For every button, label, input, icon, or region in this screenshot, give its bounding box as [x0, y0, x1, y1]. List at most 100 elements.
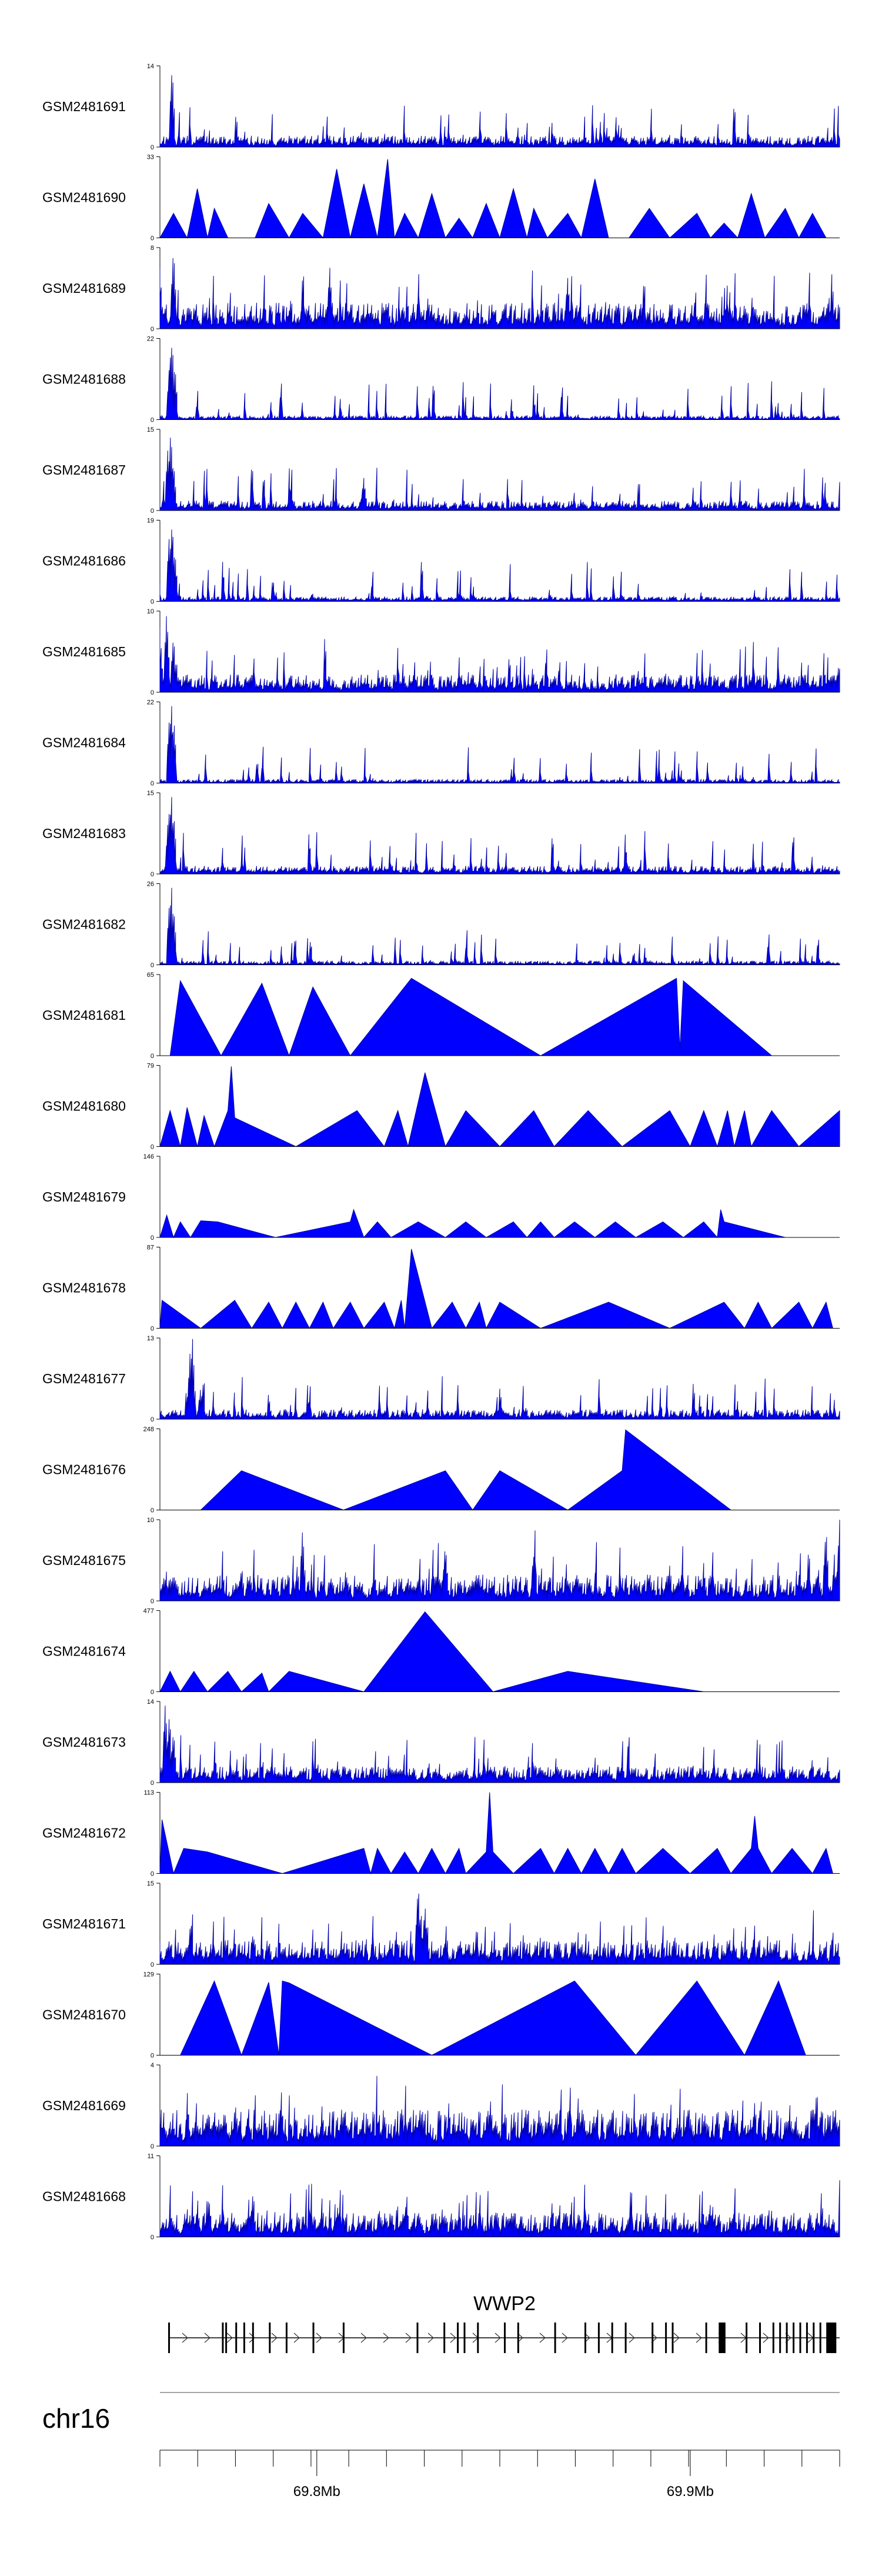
strand-arrow-icon [249, 2333, 255, 2343]
y-axis-max-label: 22 [147, 336, 154, 343]
y-axis-max-label: 4 [151, 2062, 154, 2069]
y-axis-zero-label: 0 [151, 1416, 154, 1423]
track-GSM2481681: GSM2481681 65 0 [42, 972, 840, 1060]
y-axis-zero-label: 0 [151, 2053, 154, 2060]
signal-area [159, 706, 840, 785]
exon-block [168, 2323, 170, 2353]
y-axis-max-label: 15 [147, 790, 154, 797]
signal-area [159, 1519, 840, 1601]
y-axis-zero-label: 0 [151, 2143, 154, 2150]
exon-block [269, 2323, 271, 2353]
y-axis-zero-label: 0 [151, 417, 154, 424]
exon-block [225, 2323, 228, 2353]
y-axis-max-label: 15 [147, 1880, 154, 1887]
track-GSM2481676: GSM2481676 248 0 [42, 1426, 840, 1514]
signal-area [159, 348, 840, 421]
signal-area [159, 529, 840, 602]
y-axis-max-label: 87 [147, 1244, 154, 1252]
signal-area [159, 1706, 840, 1783]
exon-block [819, 2323, 821, 2353]
exon-block [477, 2323, 479, 2353]
track-GSM2481674: GSM2481674 477 0 [42, 1608, 840, 1696]
coding-exon-block [826, 2323, 837, 2353]
y-axis-zero-label: 0 [151, 780, 154, 788]
track-GSM2481670: GSM2481670 129 0 [42, 1971, 840, 2060]
strand-arrow-icon [539, 2333, 546, 2343]
y-axis-zero-label: 0 [151, 1234, 154, 1242]
strand-arrow-icon [763, 2333, 769, 2343]
signal-area [159, 1249, 834, 1330]
y-axis-zero-label: 0 [151, 1780, 154, 1787]
track-GSM2481689: GSM2481689 8 0 [42, 245, 840, 333]
gene-name-label: WWP2 [473, 2293, 536, 2315]
y-axis-max-label: 146 [143, 1153, 154, 1160]
exon-block [584, 2323, 586, 2353]
y-axis-max-label: 129 [143, 1971, 154, 1978]
strand-arrow-icon [562, 2333, 568, 2343]
exon-block [312, 2323, 315, 2353]
strand-arrow-icon [360, 2333, 367, 2343]
exon-block [243, 2323, 245, 2353]
track-label: GSM2481687 [42, 462, 126, 478]
y-axis-max-label: 15 [147, 426, 154, 433]
y-axis-zero-label: 0 [151, 1689, 154, 1696]
track-label: GSM2481684 [42, 735, 126, 750]
track-label: GSM2481685 [42, 644, 126, 659]
track-GSM2481671: GSM2481671 15 0 [42, 1880, 840, 1968]
signal-area [159, 2180, 840, 2237]
y-axis-max-label: 33 [147, 154, 154, 161]
y-axis-zero-label: 0 [151, 1326, 154, 1333]
track-label: GSM2481670 [42, 2007, 126, 2023]
track-GSM2481673: GSM2481673 14 0 [42, 1699, 840, 1787]
signal-area [159, 159, 827, 239]
exon-block [416, 2323, 419, 2353]
exon-block [457, 2323, 459, 2353]
track-GSM2481669: GSM2481669 4 0 [42, 2062, 840, 2150]
y-axis-zero-label: 0 [151, 1507, 154, 1514]
y-axis-max-label: 26 [147, 881, 154, 888]
signal-area [159, 797, 840, 875]
y-axis-zero-label: 0 [151, 1871, 154, 1878]
exon-block [235, 2323, 238, 2353]
y-axis-zero-label: 0 [151, 326, 154, 333]
y-axis-zero-label: 0 [151, 1144, 154, 1151]
track-GSM2481672: GSM2481672 113 0 [42, 1790, 840, 1878]
y-axis-max-label: 13 [147, 1335, 154, 1342]
signal-area [159, 258, 840, 329]
track-label: GSM2481669 [42, 2098, 126, 2113]
track-GSM2481683: GSM2481683 15 0 [42, 790, 840, 878]
track-label: GSM2481678 [42, 1280, 126, 1296]
strand-arrow-icon [383, 2333, 389, 2343]
y-axis-zero-label: 0 [151, 235, 154, 242]
exon-block [813, 2323, 815, 2353]
y-axis-zero-label: 0 [151, 1961, 154, 1968]
exon-block [793, 2323, 795, 2353]
y-axis-max-label: 79 [147, 1063, 154, 1070]
track-GSM2481678: GSM2481678 87 0 [42, 1244, 840, 1333]
signal-area [159, 1066, 840, 1148]
track-GSM2481685: GSM2481685 10 0 [42, 608, 840, 696]
y-axis-max-label: 19 [147, 518, 154, 525]
exon-block [652, 2323, 654, 2353]
track-label: GSM2481688 [42, 372, 126, 387]
strand-arrow-icon [182, 2333, 188, 2343]
track-label: GSM2481681 [42, 1007, 126, 1023]
strand-arrow-icon [405, 2333, 412, 2343]
y-axis-max-label: 248 [143, 1426, 154, 1433]
signal-area [159, 616, 840, 693]
exon-block [705, 2323, 707, 2353]
track-label: GSM2481677 [42, 1371, 126, 1386]
gene-annotation-track: WWP2 [160, 2293, 840, 2393]
y-axis-zero-label: 0 [151, 689, 154, 696]
signal-area [159, 1339, 840, 1420]
signal-area [159, 887, 840, 966]
track-GSM2481684: GSM2481684 22 0 [42, 699, 840, 788]
track-GSM2481682: GSM2481682 26 0 [42, 881, 840, 969]
exon-block [252, 2323, 254, 2353]
exon-block [342, 2323, 345, 2353]
signal-area [159, 1209, 786, 1239]
track-label: GSM2481679 [42, 1189, 126, 1204]
exon-block [746, 2323, 748, 2353]
strand-arrow-icon [517, 2333, 523, 2343]
genome-axis-label: 69.9Mb [667, 2484, 714, 2500]
